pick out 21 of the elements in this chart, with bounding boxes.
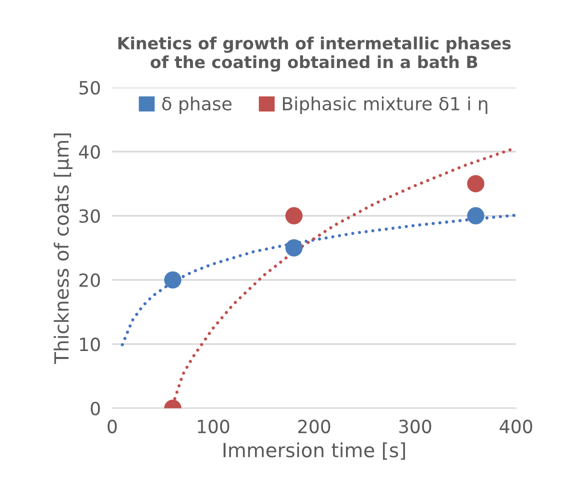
legend-label: Biphasic mixture δ1 i η [282, 96, 488, 114]
legend-label: δ phase [162, 96, 232, 114]
x-axis-title: Immersion time [s] [224, 442, 405, 460]
chart-title: Kinetics of growth of intermetallic phases of the coating obtained in a bath B [118, 36, 511, 72]
y-tick-label: 0 [90, 402, 100, 416]
point [164, 271, 182, 289]
point [467, 207, 484, 224]
x-tick-label: 0 [108, 420, 117, 434]
y-tick-label: 30 [79, 209, 100, 223]
point [285, 239, 303, 256]
x-tick-label: 200 [298, 420, 330, 434]
point [467, 175, 484, 192]
y-axis-title: Thickness of coats [µm] [54, 133, 73, 364]
y-tick-label: 20 [79, 273, 100, 288]
y-tick-label: 50 [80, 80, 100, 95]
y-tick-label: 10 [80, 338, 100, 352]
x-tick-label: 400 [500, 420, 532, 434]
point [285, 207, 303, 224]
x-tick-label: 100 [198, 420, 230, 434]
y-tick-label: 40 [78, 145, 100, 159]
x-tick-label: 300 [399, 420, 432, 434]
